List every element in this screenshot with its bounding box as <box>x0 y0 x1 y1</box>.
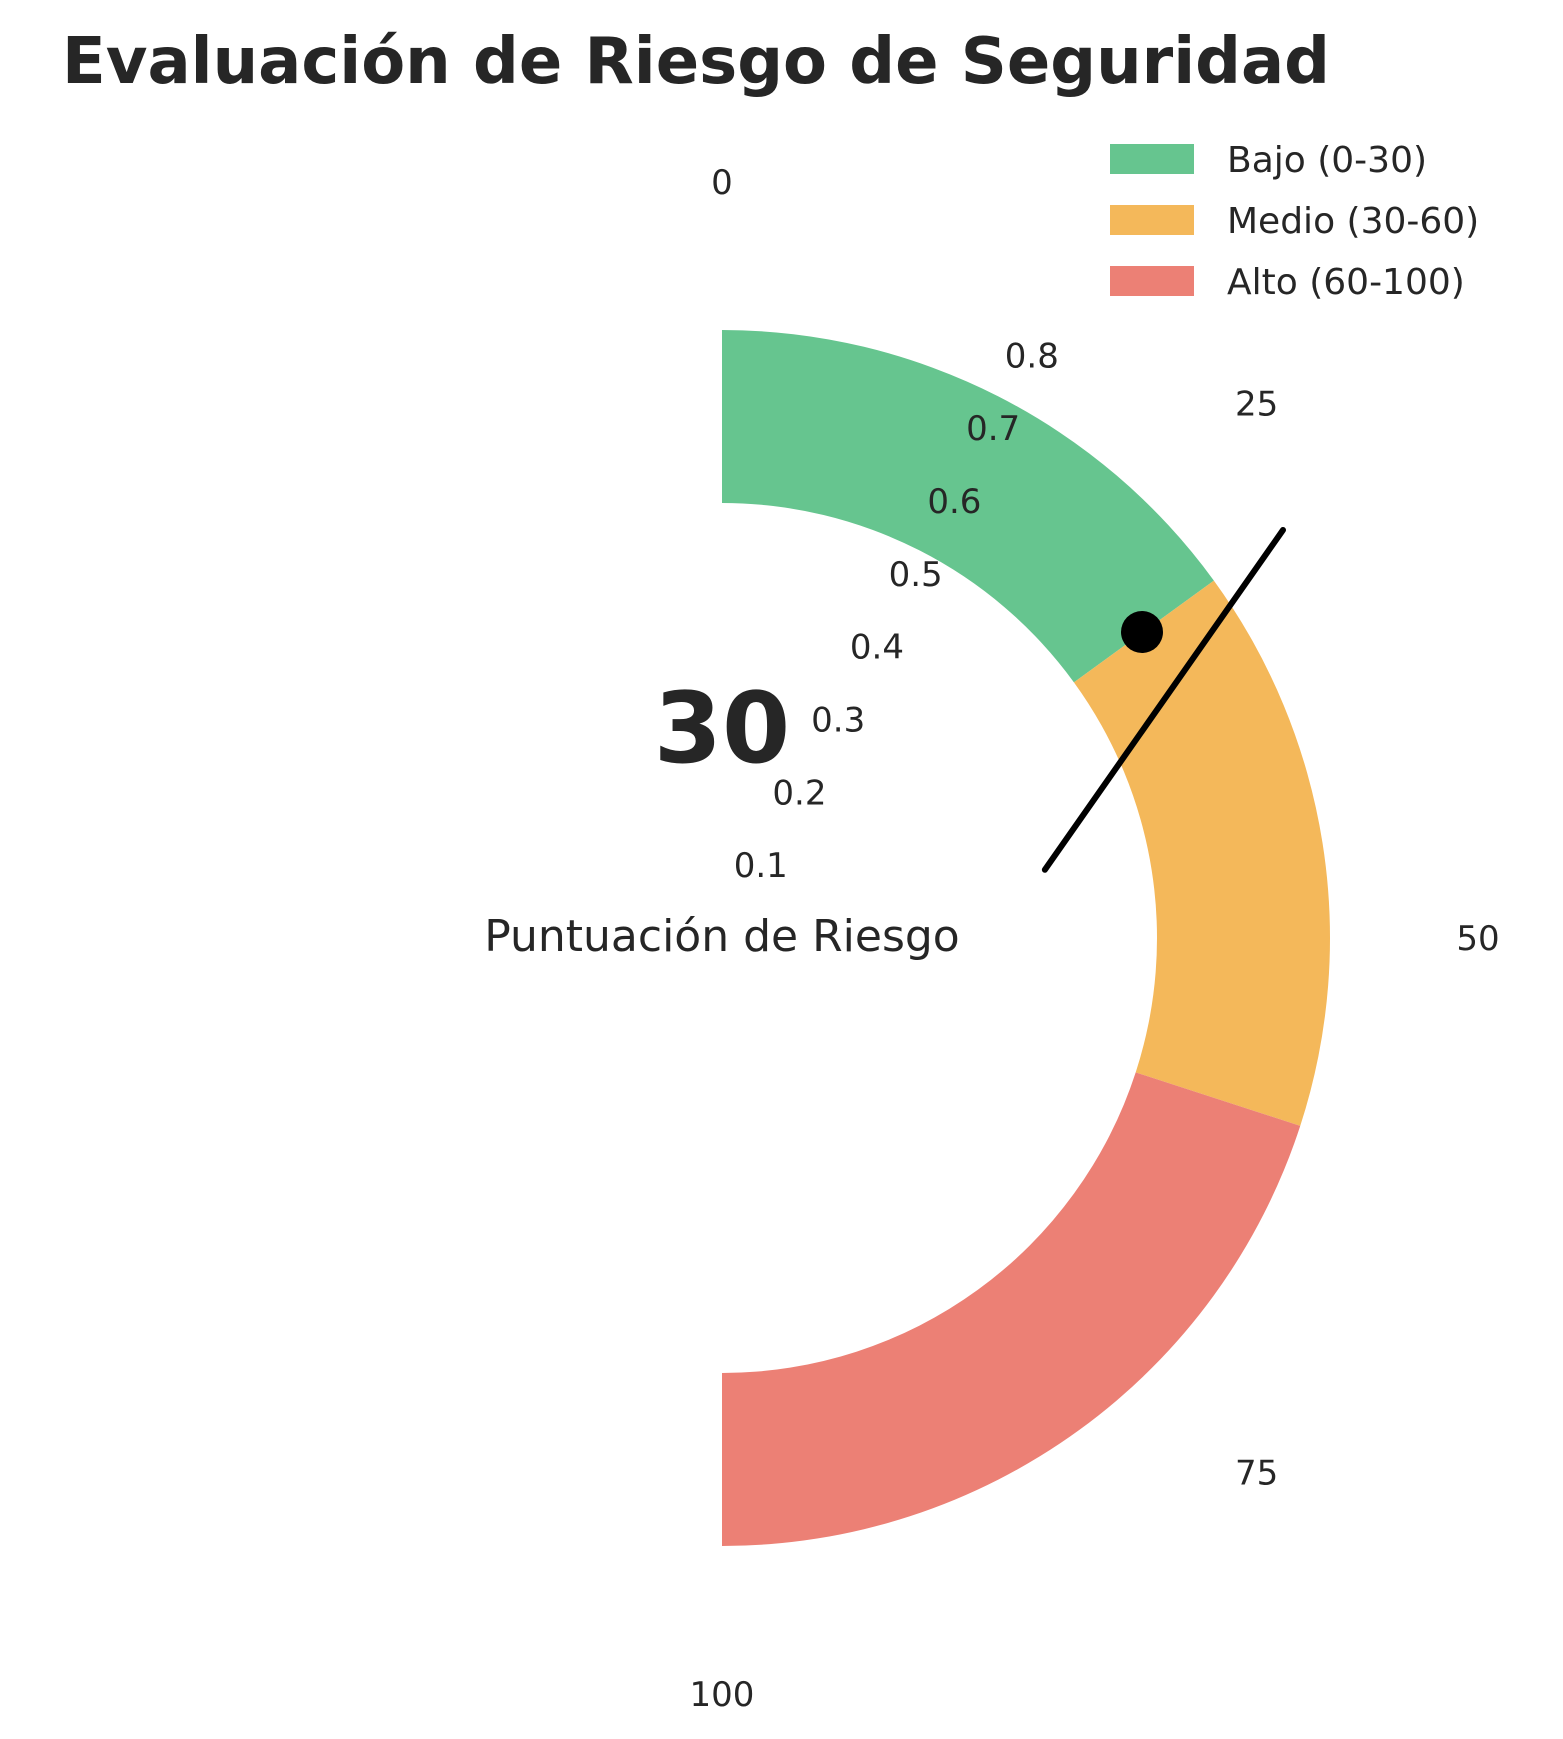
needle-line <box>1041 527 1286 873</box>
legend-label-medio-30-60: Medio (30-60) <box>1227 201 1479 242</box>
theta-tick-0: 0 <box>711 163 733 203</box>
radial-tick-labels: 0.1 0.2 0.3 0.4 0.5 0.6 0.7 0.8 <box>734 336 1059 886</box>
legend-label-alto-60-100: Alto (60-100) <box>1227 262 1465 303</box>
gauge-bands <box>722 330 1330 1546</box>
theta-tick-100: 100 <box>690 1675 755 1715</box>
radial-tick-0-1: 0.1 <box>734 846 788 886</box>
legend-swatch-alto-60-100 <box>1110 266 1194 296</box>
chart-title: Evaluación de Riesgo de Seguridad <box>62 25 1330 99</box>
band-medio-30-60 <box>1073 580 1330 1126</box>
radial-tick-0-6: 0.6 <box>927 482 981 522</box>
radial-tick-0-7: 0.7 <box>966 409 1020 449</box>
theta-tick-50: 50 <box>1456 919 1499 959</box>
legend: Bajo (0-30) Medio (30-60) Alto (60-100) <box>1110 140 1479 303</box>
gauge-needle <box>1041 527 1286 873</box>
score-value: 30 <box>654 672 790 786</box>
legend-swatch-bajo-0-30 <box>1110 144 1194 174</box>
radial-tick-0-8: 0.8 <box>1005 336 1059 376</box>
theta-tick-labels: 0 25 50 75 100 <box>690 163 1500 1715</box>
radial-tick-0-2: 0.2 <box>772 773 826 813</box>
radial-tick-0-4: 0.4 <box>850 628 904 668</box>
legend-swatch-medio-30-60 <box>1110 205 1194 235</box>
needle-dot <box>1121 611 1163 653</box>
score-label: Puntuación de Riesgo <box>484 911 959 962</box>
band-bajo-0-30 <box>722 330 1214 683</box>
radial-tick-0-5: 0.5 <box>889 555 943 595</box>
theta-tick-75: 75 <box>1235 1454 1278 1494</box>
legend-label-bajo-0-30: Bajo (0-30) <box>1227 140 1427 181</box>
theta-tick-25: 25 <box>1235 384 1278 424</box>
radial-tick-0-3: 0.3 <box>811 700 865 740</box>
band-alto-60-100 <box>722 1072 1301 1546</box>
